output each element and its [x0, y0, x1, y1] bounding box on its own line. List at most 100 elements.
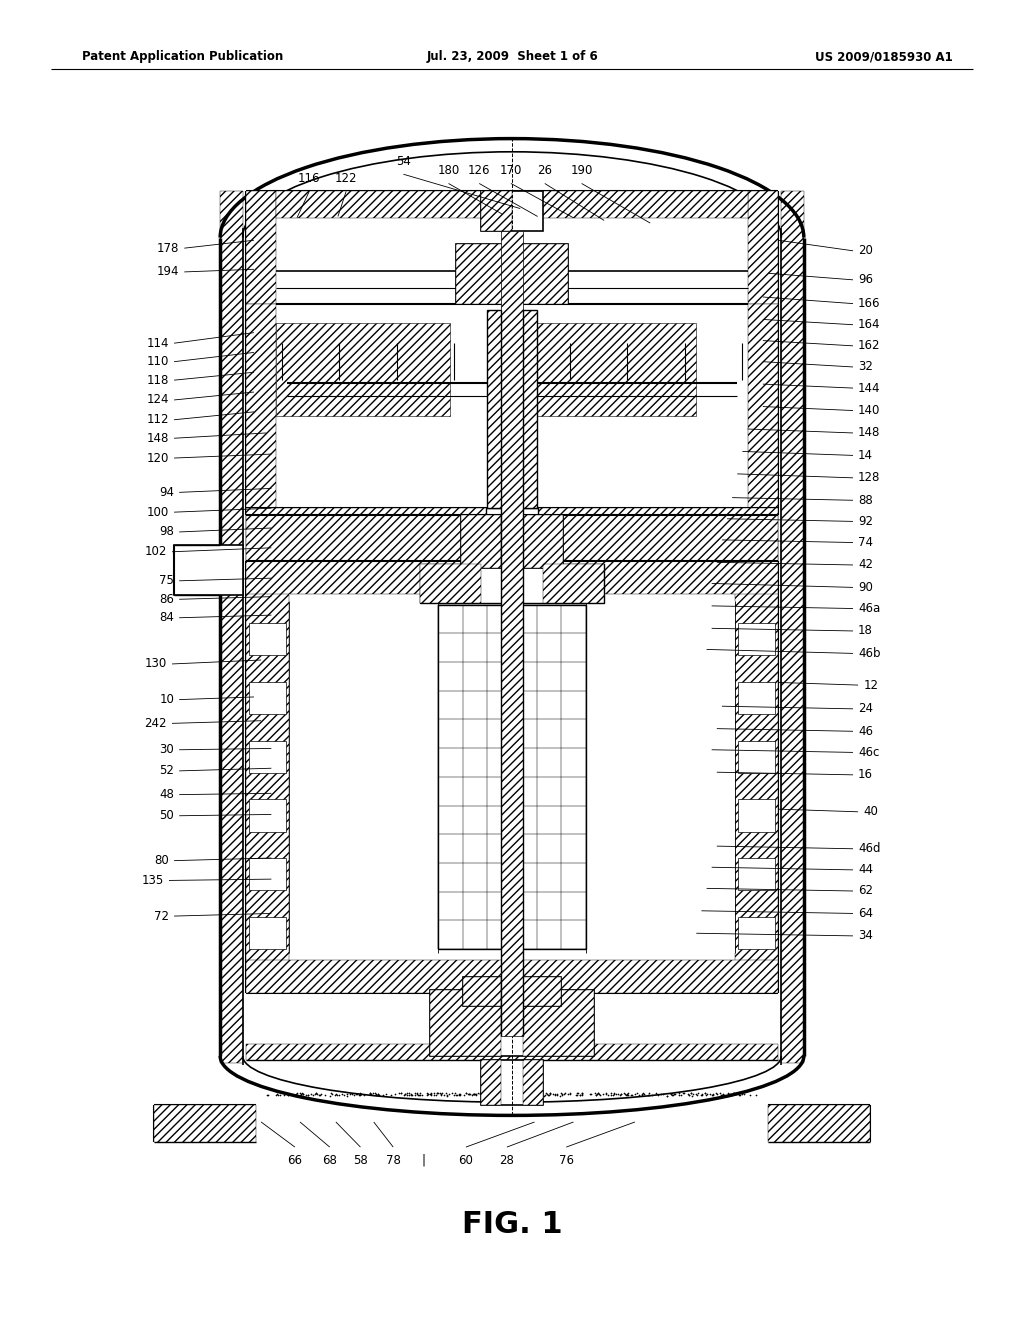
Point [401, 1085, 418, 1106]
Point [331, 1085, 347, 1106]
Point [432, 1082, 449, 1104]
Point [260, 1084, 276, 1105]
Point [588, 1085, 604, 1106]
Point [451, 1084, 467, 1105]
Point [554, 1084, 570, 1105]
Bar [523, 977, 561, 1006]
Point [728, 1084, 744, 1105]
Point [538, 1085, 554, 1106]
Point [640, 1084, 656, 1105]
Point [683, 1082, 699, 1104]
Point [361, 1082, 378, 1104]
Text: 26: 26 [538, 164, 552, 177]
Point [345, 1084, 361, 1105]
Bar [276, 191, 748, 218]
Point [557, 1082, 573, 1104]
Bar [748, 304, 778, 515]
Point [722, 1084, 738, 1105]
Point [681, 1085, 697, 1106]
Text: 242: 242 [144, 717, 167, 730]
Text: 76: 76 [559, 1154, 573, 1167]
Point [370, 1084, 386, 1105]
Point [542, 1085, 558, 1106]
Point [720, 1082, 736, 1104]
Point [584, 1084, 600, 1105]
Text: 46c: 46c [858, 746, 880, 759]
Point [539, 1082, 555, 1104]
Bar [738, 623, 775, 656]
Bar [481, 191, 512, 231]
Text: 164: 164 [858, 318, 881, 331]
Point [592, 1085, 608, 1106]
Point [469, 1082, 485, 1104]
Bar [586, 601, 735, 953]
Point [603, 1085, 620, 1106]
Point [465, 1084, 481, 1105]
Point [676, 1082, 692, 1104]
Point [701, 1084, 718, 1105]
Point [292, 1082, 308, 1104]
Text: 90: 90 [858, 581, 873, 594]
Point [716, 1085, 732, 1106]
Point [387, 1084, 403, 1105]
Point [600, 1085, 616, 1106]
Text: 10: 10 [159, 693, 174, 706]
Point [362, 1084, 379, 1105]
Point [494, 1085, 510, 1106]
Point [542, 1084, 558, 1105]
Point [349, 1084, 366, 1105]
Point [468, 1084, 484, 1105]
Point [574, 1082, 591, 1104]
Point [658, 1085, 675, 1106]
Text: 62: 62 [858, 884, 873, 898]
Point [615, 1082, 632, 1104]
Point [549, 1084, 565, 1105]
Point [568, 1085, 585, 1106]
Point [289, 1084, 305, 1105]
Point [447, 1084, 464, 1105]
Point [598, 1082, 614, 1104]
Point [494, 1084, 510, 1105]
Point [666, 1084, 682, 1105]
Point [400, 1082, 417, 1104]
Point [378, 1084, 394, 1105]
Point [351, 1082, 368, 1104]
Text: 12: 12 [863, 678, 879, 692]
Point [439, 1085, 456, 1106]
Bar [430, 990, 594, 1056]
Point [693, 1084, 710, 1105]
Point [545, 1082, 561, 1104]
Text: 44: 44 [858, 863, 873, 876]
Point [572, 1084, 589, 1105]
Bar [522, 244, 568, 304]
Point [664, 1084, 680, 1105]
Point [613, 1084, 630, 1105]
Point [430, 1082, 446, 1104]
Point [573, 1085, 590, 1106]
Point [548, 1084, 564, 1105]
Point [446, 1082, 463, 1104]
Text: 102: 102 [144, 545, 167, 558]
Point [462, 1084, 478, 1105]
Text: 14: 14 [858, 449, 873, 462]
Text: 64: 64 [858, 907, 873, 920]
Point [671, 1082, 687, 1104]
Text: 94: 94 [159, 486, 174, 499]
Point [612, 1084, 629, 1105]
Point [556, 1084, 572, 1105]
Point [412, 1085, 428, 1106]
Point [461, 1084, 477, 1105]
Text: 80: 80 [155, 854, 169, 867]
Point [294, 1084, 310, 1105]
Bar [748, 191, 778, 304]
Point [310, 1084, 327, 1105]
Bar [738, 858, 775, 890]
Point [422, 1084, 438, 1105]
Point [623, 1085, 639, 1106]
Point [641, 1082, 657, 1104]
Point [339, 1084, 355, 1105]
Point [627, 1084, 643, 1105]
Point [429, 1082, 445, 1104]
Point [396, 1084, 413, 1105]
Bar [249, 858, 286, 890]
